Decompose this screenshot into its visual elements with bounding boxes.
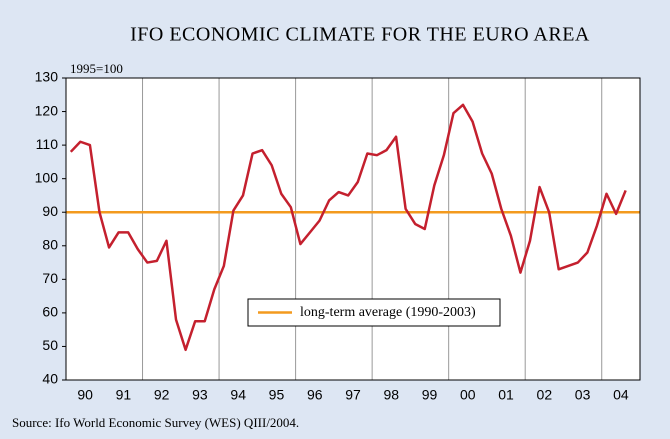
x-tick-label: 99: [422, 387, 438, 403]
y-tick-label: 40: [42, 371, 58, 387]
y-note: 1995=100: [70, 61, 123, 76]
source: Source: Ifo World Economic Survey (WES) …: [12, 415, 299, 430]
x-tick-label: 92: [154, 387, 170, 403]
x-tick-label: 93: [192, 387, 208, 403]
plot-border: [65, 77, 641, 381]
y-tick-label: 110: [36, 136, 59, 152]
y-tick-label: 80: [42, 236, 58, 252]
x-tick-label: 01: [498, 387, 514, 403]
data-line: [69, 103, 627, 352]
chart-title: IFO ECONOMIC CLIMATE FOR THE EURO AREA: [130, 24, 590, 46]
y-tick-label: 60: [42, 304, 58, 320]
legend-label: long-term average (1990-2003): [300, 305, 476, 320]
x-tick-label: 02: [537, 387, 553, 403]
x-tick-label: 91: [116, 387, 132, 403]
x-tick-label: 04: [613, 387, 629, 403]
x-tick-label: 00: [460, 387, 476, 403]
y-tick-label: 70: [42, 270, 58, 286]
x-tick-label: 90: [77, 387, 93, 403]
x-tick-label: 97: [345, 387, 361, 403]
x-tick-label: 94: [230, 387, 246, 403]
y-tick-label: 130: [35, 69, 59, 85]
x-tick-label: 95: [269, 387, 285, 403]
y-tick-label: 100: [35, 169, 59, 185]
plot-area: [66, 78, 640, 380]
x-tick-label: 98: [383, 387, 399, 403]
y-tick-label: 50: [42, 337, 58, 353]
x-tick-label: 03: [575, 387, 591, 403]
x-tick-label: 96: [307, 387, 323, 403]
y-tick-label: 90: [42, 203, 58, 219]
y-tick-label: 120: [35, 102, 59, 118]
